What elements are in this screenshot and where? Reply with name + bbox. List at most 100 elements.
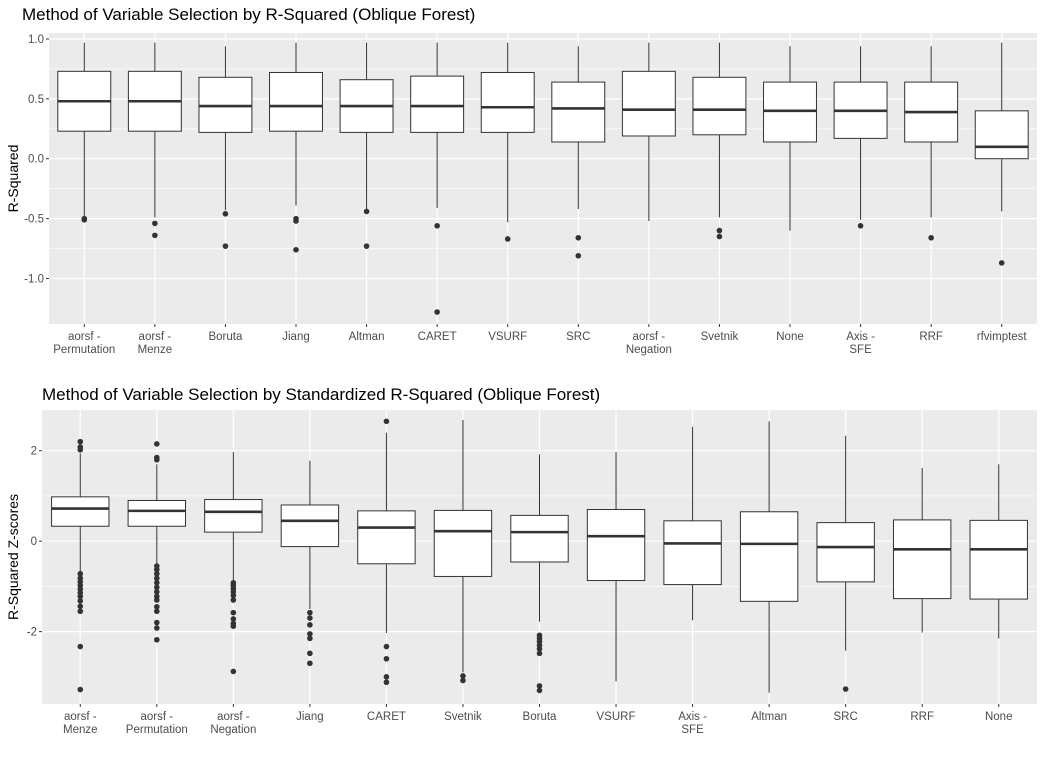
box-12 [904,46,959,241]
outlier-point [536,650,543,657]
x-tick-label: SRC [834,711,858,723]
iqr-box [969,519,1028,600]
x-tick-label: aorsf -Negation [210,711,256,736]
outlier-point [293,218,299,224]
x-tick-label: Boruta [523,711,557,723]
x-tick-label-line: Svetnik [701,331,739,343]
x-tick-label: VSURF [488,331,527,343]
outlier-point [363,208,370,215]
x-tick-label: aorsf -Negation [626,331,672,356]
iqr-box [551,81,606,143]
y-tick-label: 2 [31,446,37,458]
x-tick-label: VSURF [597,711,636,723]
outlier-point [154,603,160,610]
x-tick-label-line: aorsf - [64,711,97,723]
x-tick-label-line: aorsf - [141,711,174,723]
outlier-point [154,608,160,615]
box-9 [739,421,799,693]
y-axis-label: R-Squared [5,145,21,213]
box-11 [892,467,952,633]
iqr-box [269,72,323,132]
outlier-point [230,616,237,622]
outlier-point [460,677,466,684]
outlier-point [77,593,84,600]
iqr-box [621,70,676,137]
outlier-point [154,636,160,643]
box-8 [663,426,722,621]
iqr-box [357,510,416,565]
outlier-point [154,456,160,463]
outlier-point [307,631,313,637]
outlier-point [152,220,158,227]
x-tick-label-line: Axis - [678,711,707,723]
box-5 [433,419,493,684]
outlier-point [434,309,440,315]
outlier-point [230,592,237,599]
x-tick-label-line: Boruta [523,711,557,723]
outlier-point [154,589,160,595]
x-tick-label: aorsf -Permutation [126,711,188,736]
iqr-box [974,110,1029,160]
box-12 [969,464,1028,639]
outlier-point [154,579,160,586]
box-3 [280,460,340,667]
y-tick-label: -0.5 [24,214,44,226]
outlier-point [307,615,313,621]
outlier-point [307,622,313,628]
y-tick-label: -1.0 [24,273,44,285]
outlier-point [383,643,390,650]
x-tick-label-line: aorsf - [139,331,172,343]
x-tick-label-line: RRF [910,711,934,723]
x-tick-label: rfvimptest [977,331,1028,343]
iqr-box [480,72,535,133]
x-tick-label: aorsf -Menze [63,711,98,736]
box-1 [127,441,187,643]
x-tick-label: Altman [751,711,787,723]
outlier-point [81,217,88,223]
outlier-point [154,619,160,626]
outlier-point [716,227,723,234]
x-tick-label: Axis -SFE [846,331,875,356]
x-tick-label-line: aorsf - [68,331,101,343]
box-1 [127,42,182,239]
box-4 [357,418,416,686]
x-tick-label-line: SRC [566,331,590,343]
outlier-point [928,234,934,241]
x-tick-label-line: aorsf - [633,331,666,343]
box-0 [57,42,112,223]
box-7 [551,46,606,259]
y-axis-label: R-Squared Z-scores [5,494,21,620]
iqr-box [892,519,952,600]
iqr-box [280,504,340,548]
outlier-point [230,597,237,603]
box-5 [410,42,465,315]
x-tick-label: None [985,711,1013,723]
iqr-box [410,75,465,133]
x-tick-label-line: Permutation [126,724,188,736]
outlier-point [77,447,84,453]
outlier-point [77,438,84,445]
outlier-point [998,260,1005,266]
y-tick-label: 0 [31,536,37,548]
x-tick-label-line: Negation [626,344,672,356]
iqr-box [816,522,875,583]
box-4 [339,42,394,249]
x-tick-label-line: rfvimptest [977,331,1028,343]
outlier-point [363,243,370,249]
x-tick-label-line: Permutation [53,344,115,356]
outlier-point [230,609,237,616]
box-10 [816,435,875,692]
iqr-box [586,509,646,582]
iqr-box [127,499,187,527]
chart-title: Method of Variable Selection by R-Square… [22,5,475,24]
outlier-point [383,679,390,686]
iqr-box [204,499,263,533]
x-tick-label: Altman [349,331,385,343]
x-tick-label: CARET [367,711,406,723]
x-tick-label: Jiang [296,711,324,723]
x-tick-label-line: CARET [418,331,457,343]
outlier-point [842,686,849,692]
iqr-box [51,496,110,527]
outlier-point [77,598,84,604]
